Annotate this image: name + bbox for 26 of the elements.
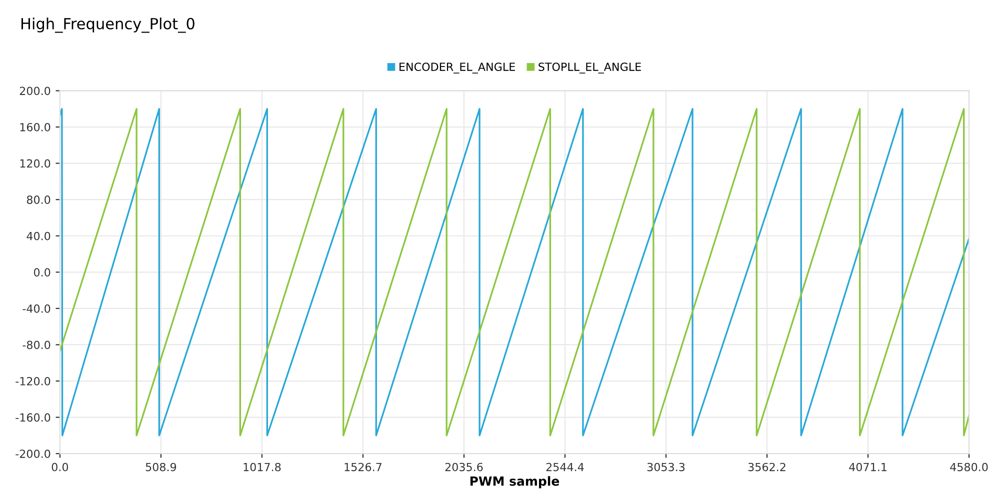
x-tick-label: 1526.7: [344, 462, 382, 472]
y-tick-label: -80.0: [22, 340, 50, 350]
x-tick-label: 508.9: [146, 462, 176, 472]
x-tick-label: 2035.6: [445, 462, 483, 472]
x-tick-label: 4580.0: [950, 462, 988, 472]
y-tick-label: -40.0: [22, 304, 50, 313]
line-series: [60, 108, 970, 436]
y-tick-label: 0.0: [34, 268, 50, 277]
x-tick-label: 3053.3: [647, 462, 685, 472]
y-tick-label: 40.0: [26, 232, 50, 240]
x-axis-title: PWM sample: [470, 476, 560, 488]
x-tick-label: 1017.8: [244, 462, 281, 472]
y-tick-label: -120.0: [16, 377, 50, 386]
x-tick-label: 2544.4: [546, 462, 584, 472]
y-tick-label: 120.0: [20, 159, 50, 168]
y-tick-label: 200.0: [20, 86, 50, 96]
chart-title: High_Frequency_Plot_0: [21, 18, 194, 33]
legend-label: ENCODER_EL_ANGLE: [400, 62, 515, 74]
x-tick-label: 3562.2: [748, 462, 786, 472]
legend-label: STOPLL_EL_ANGLE: [538, 62, 641, 74]
x-tick-label: 4071.1: [849, 462, 886, 472]
y-tick-label: 160.0: [20, 122, 50, 132]
y-tick-label: -200.0: [16, 450, 50, 458]
y-tick-label: -160.0: [16, 413, 50, 422]
y-tick-label: 80.0: [26, 196, 50, 204]
x-tick-label: 0.0: [52, 462, 68, 472]
